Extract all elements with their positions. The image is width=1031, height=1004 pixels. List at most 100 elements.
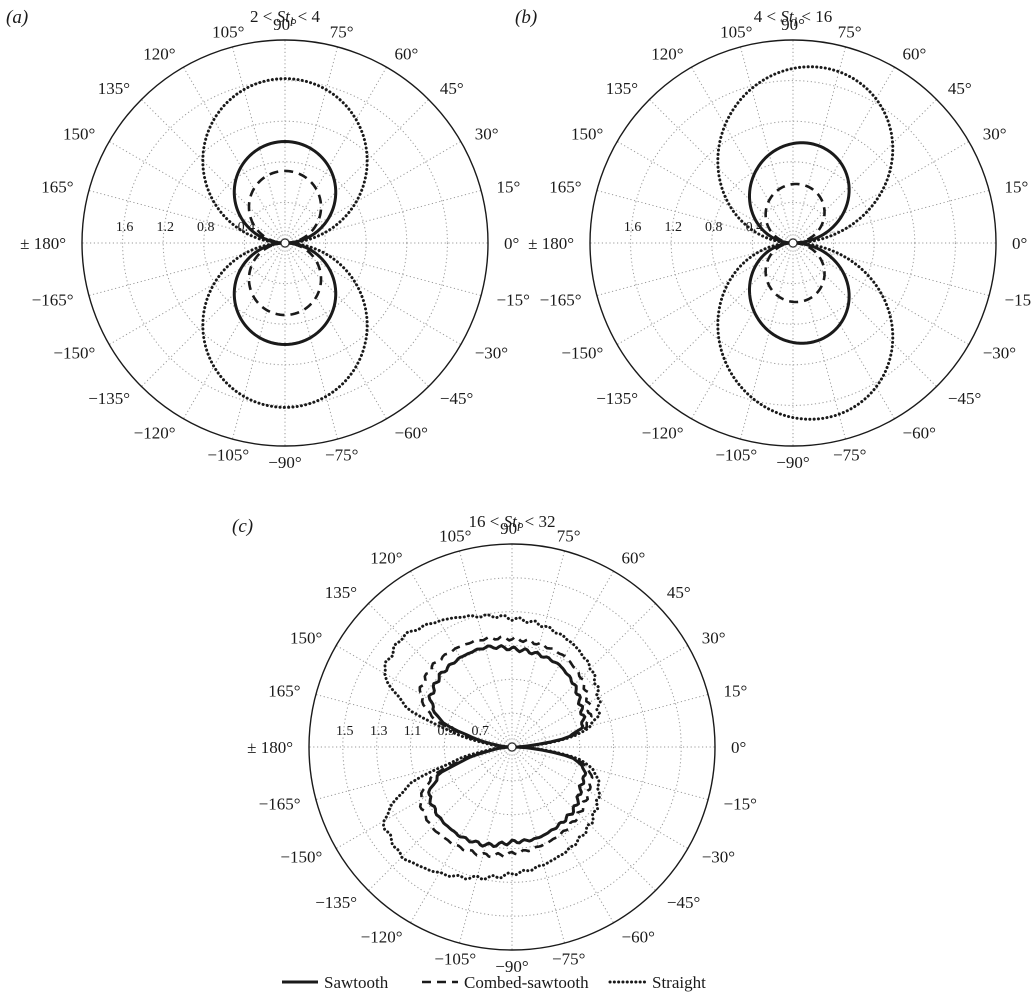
angular-grid-spoke (284, 242, 429, 387)
legend-label: Sawtooth (324, 973, 389, 992)
angle-tick-label: −165° (259, 795, 301, 814)
angle-tick-label: −90° (495, 957, 528, 976)
angular-grid-spoke (792, 242, 895, 420)
angle-tick-label: −150° (53, 344, 95, 363)
angle-tick-label: −15° (1005, 291, 1031, 310)
angle-tick-label: −165° (540, 291, 582, 310)
angular-grid-spoke (511, 645, 689, 748)
angle-tick-label: 75° (330, 23, 354, 42)
angle-tick-label: 120° (651, 44, 683, 63)
angle-tick-label: 30° (702, 629, 726, 648)
radial-tick-label: 1.5 (336, 724, 354, 739)
angle-tick-label: 120° (143, 44, 175, 63)
angular-grid-spoke (183, 242, 286, 420)
radial-tick-label: 1.3 (370, 724, 388, 739)
angle-tick-label: −135° (315, 893, 357, 912)
angle-tick-label: 165° (41, 177, 73, 196)
panel-title: 4 < Stl < 16 (754, 7, 833, 29)
radial-tick-label: 0.4 (746, 220, 764, 235)
angle-tick-label: −30° (983, 344, 1016, 363)
angle-tick-label: −105° (207, 446, 249, 465)
polar-panel-3: (c) 16 < Stl < 32 0.7 0.9 1.1 1.3 1.5 0° 15° 30° 4… (232, 512, 757, 976)
angle-tick-label: 135° (325, 583, 357, 602)
polar-boundary (81, 39, 489, 447)
angular-grid-spoke (511, 550, 566, 748)
angle-tick-label: 105° (439, 527, 471, 546)
angle-tick-label: 60° (395, 44, 419, 63)
angle-tick-label: −150° (561, 344, 603, 363)
angle-tick-label: 90° (500, 519, 524, 538)
angle-tick-label: −60° (395, 424, 428, 443)
radial-grid-circle (630, 80, 956, 406)
angle-tick-label: 165° (549, 177, 581, 196)
angle-tick-label: 15° (497, 177, 521, 196)
angle-tick-label: 135° (606, 79, 638, 98)
angular-grid-spoke (511, 570, 614, 748)
angle-tick-label: 90° (273, 15, 297, 34)
angle-tick-label: −120° (642, 424, 684, 443)
angle-tick-label: −15° (497, 291, 530, 310)
angle-tick-label: 30° (983, 125, 1007, 144)
angle-tick-label: 150° (290, 629, 322, 648)
angle-tick-label: 165° (268, 681, 300, 700)
polar-boundary (589, 39, 997, 447)
angle-tick-label: 90° (781, 15, 805, 34)
radial-tick-label: 0.4 (238, 220, 256, 235)
radial-grid-circle (443, 678, 581, 816)
angular-grid-spoke (691, 242, 794, 420)
radial-tick-label: 0.8 (705, 220, 723, 235)
polar-boundary (308, 543, 716, 951)
angle-tick-label: 135° (98, 79, 130, 98)
angle-tick-label: −45° (440, 389, 473, 408)
angular-grid-spoke (649, 242, 794, 387)
radial-tick-label: 1.1 (404, 724, 422, 739)
angle-tick-label: ± 180° (247, 738, 293, 757)
angle-tick-label: −105° (434, 950, 476, 969)
radial-grid-circle (203, 161, 367, 325)
angular-grid-spoke (596, 242, 794, 297)
panel-label: (c) (232, 516, 253, 537)
angle-tick-label: −75° (325, 446, 358, 465)
angle-tick-label: 120° (370, 548, 402, 567)
angular-grid-spoke (284, 66, 387, 244)
angle-tick-label: −30° (475, 344, 508, 363)
radial-grid-circle (477, 712, 547, 782)
angle-tick-label: −165° (32, 291, 74, 310)
angular-grid-spoke (315, 746, 513, 801)
angular-grid-spoke (284, 141, 462, 244)
angle-tick-label: −45° (667, 893, 700, 912)
angle-tick-label: ± 180° (20, 234, 66, 253)
angle-tick-label: 150° (63, 125, 95, 144)
radial-grid-circle (243, 201, 327, 285)
panel-title: 16 < Stl < 32 (468, 512, 555, 534)
radial-tick-label: 0.7 (471, 724, 489, 739)
angular-grid-spoke (108, 242, 286, 345)
radial-grid-circle (711, 161, 875, 325)
angle-tick-label: −90° (268, 453, 301, 472)
angle-tick-label: 0° (504, 234, 519, 253)
angle-tick-label: 15° (1005, 177, 1029, 196)
angle-tick-label: −45° (948, 389, 981, 408)
angular-grid-spoke (792, 66, 895, 244)
angle-tick-label: 60° (903, 44, 927, 63)
radial-tick-label: 0.8 (197, 220, 215, 235)
angle-tick-label: −120° (361, 928, 403, 947)
center-marker (788, 238, 798, 248)
angle-tick-label: −60° (903, 424, 936, 443)
angular-grid-spoke (511, 693, 709, 748)
panel-title: 2 < Stl < 4 (250, 7, 321, 29)
series-straight-line (716, 65, 895, 421)
angle-tick-label: 15° (724, 681, 748, 700)
angle-tick-label: −75° (552, 950, 585, 969)
radial-tick-label: 1.2 (156, 220, 174, 235)
angle-tick-label: 105° (212, 23, 244, 42)
angle-tick-label: −150° (280, 848, 322, 867)
angle-tick-label: 30° (475, 125, 499, 144)
center-marker (280, 238, 290, 248)
angle-tick-label: 0° (1012, 234, 1027, 253)
angle-tick-label: 150° (571, 125, 603, 144)
angle-tick-label: 45° (948, 79, 972, 98)
radial-tick-label: 1.6 (624, 220, 642, 235)
polar-panel-2: (b) 4 < Stl < 16 0.4 0.8 1.2 1.6 0° 15° 30° 45° 60… (515, 7, 1031, 472)
